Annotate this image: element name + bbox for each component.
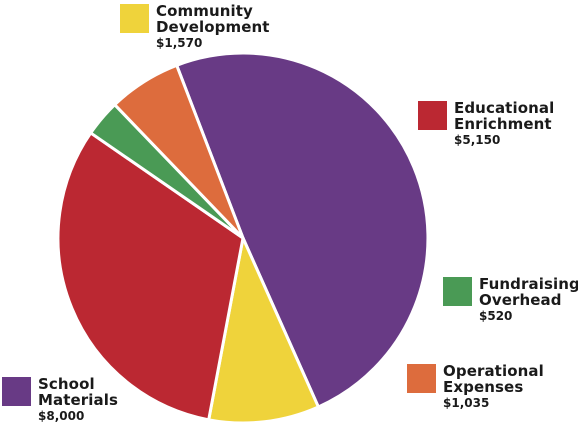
legend-label-community-development: Community Development <box>156 2 270 36</box>
legend-value-school-materials: $8,000 <box>38 409 85 423</box>
legend-label-operational-expenses: Operational Expenses <box>443 362 544 396</box>
legend-swatch-school-materials <box>2 377 31 406</box>
legend-swatch-fundraising-overhead <box>443 277 472 306</box>
pie-slice-educational-enrichment <box>56 131 245 422</box>
legend-label-school-materials: School Materials <box>38 375 119 409</box>
legend-school-materials: School Materials $8,000 <box>2 376 118 424</box>
legend-swatch-community-development <box>120 4 149 33</box>
legend-operational-expenses: Operational Expenses $1,035 <box>407 363 544 411</box>
legend-value-educational-enrichment: $5,150 <box>454 133 501 147</box>
legend-value-community-development: $1,570 <box>156 36 203 50</box>
legend-fundraising-overhead: Fundraising Overhead $520 <box>443 276 578 324</box>
legend-educational-enrichment: Educational Enrichment $5,150 <box>418 100 554 148</box>
legend-label-fundraising-overhead: Fundraising Overhead <box>479 275 578 309</box>
legend-swatch-educational-enrichment <box>418 101 447 130</box>
legend-value-fundraising-overhead: $520 <box>479 309 513 323</box>
legend-swatch-operational-expenses <box>407 364 436 393</box>
legend-value-operational-expenses: $1,035 <box>443 396 490 410</box>
pie-slice-school-materials <box>175 51 430 409</box>
legend-label-educational-enrichment: Educational Enrichment <box>454 99 555 133</box>
pie-slice-operational-expenses <box>113 63 245 240</box>
legend-community-development: Community Development $1,570 <box>120 3 270 51</box>
pie-slice-community-development <box>207 236 320 425</box>
